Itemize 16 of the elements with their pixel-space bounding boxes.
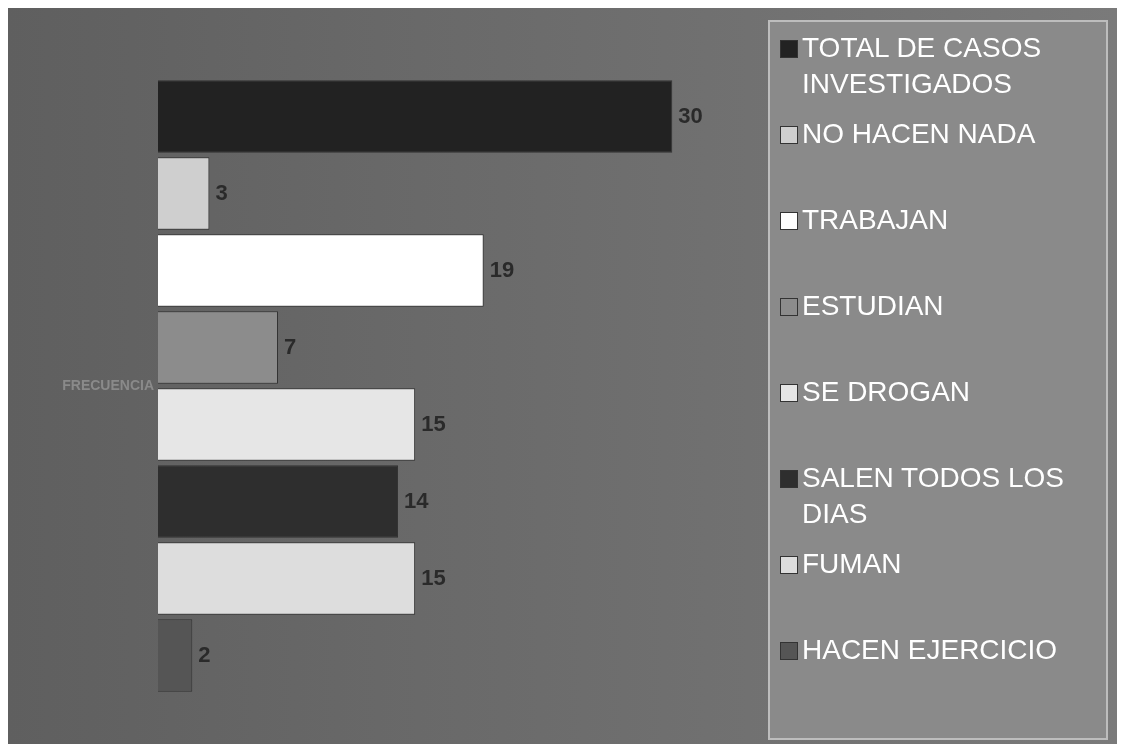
data-label: 2 bbox=[198, 641, 211, 667]
y-tick-label: SALEN TODOS LOS DIAS bbox=[802, 461, 1065, 531]
y-tick-label: ESTUDIAN bbox=[802, 289, 944, 323]
data-label: 19 bbox=[489, 256, 515, 282]
y-tick-label: TRABAJAN bbox=[802, 203, 949, 237]
y-tick-label: FUMAN bbox=[802, 547, 902, 581]
data-label: 3 bbox=[215, 179, 228, 205]
data-label: 15 bbox=[421, 564, 446, 590]
data-label: 14 bbox=[404, 487, 430, 513]
y-tick-label: HACEN EJERCICIO bbox=[802, 633, 1058, 667]
y-tick-label: TOTAL DE CASOS INVESTIGADOS bbox=[802, 31, 1043, 101]
y-tick-label: NO HACEN NADA bbox=[802, 117, 1036, 151]
data-label: 7 bbox=[284, 333, 297, 359]
data-label: 15 bbox=[421, 410, 446, 436]
data-label: 30 bbox=[678, 102, 703, 128]
y-tick-label: SE DROGAN bbox=[802, 375, 971, 409]
